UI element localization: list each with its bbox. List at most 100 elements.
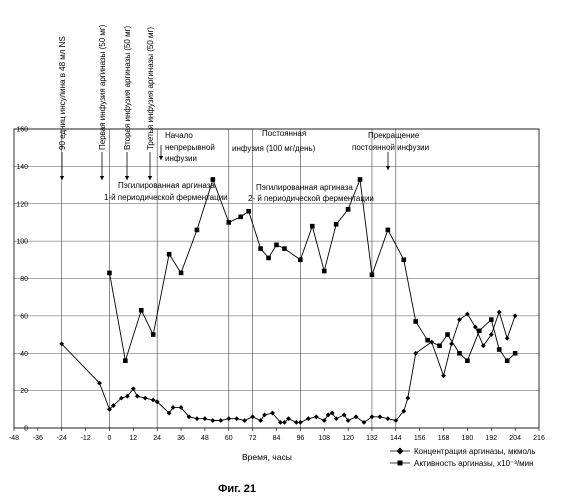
series-1-point-33 [505,358,510,363]
event-arrow-0-head [60,176,64,180]
series-1-point-27 [445,332,450,337]
series-1-point-22 [386,228,391,233]
series-0-point-9 [151,398,156,403]
event-label-0: 90 едниц инсулина в 48 мл NS [58,36,67,150]
series-0-point-22 [250,414,255,419]
y-tick-100: 100 [16,239,28,246]
event-arrow-1-head [100,176,104,180]
series-0-point-17 [210,418,215,423]
series-0-point-56 [497,310,502,315]
series-1-point-31 [489,317,494,322]
series-1-point-13 [274,243,279,248]
x-tick-168: 168 [438,435,450,442]
x-tick-48: 48 [201,435,209,442]
series-1-point-26 [437,343,442,348]
annotation-start-continuous-3: инфузии [165,154,197,163]
series-1-point-3 [151,332,156,337]
x-tick-180: 180 [462,435,474,442]
x-tick--36: -36 [33,435,43,442]
series-1-point-2 [139,308,144,313]
series-0-point-20 [234,416,239,421]
x-tick-96: 96 [296,435,304,442]
event-label-3: Третья инфузия аргиназы (50 мг) [146,27,155,150]
event-arrow-3-head [148,176,152,180]
y-tick-20: 20 [20,388,28,395]
x-tick--48: -48 [9,435,19,442]
series-1-point-15 [298,258,303,263]
annotation-stop-infusion-1: Прекращение [368,131,420,140]
series-1-point-19 [346,207,351,212]
annotation-start-continuous-2: непрерывной [165,143,215,152]
series-0-point-49 [441,373,446,378]
series-1-point-20 [358,177,363,182]
figure-caption: Фиг. 21 [218,483,256,495]
arrow-start-continuous-head [159,156,163,160]
series-0-point-57 [505,336,510,341]
y-tick-labels: 020406080100120140160 [16,127,28,433]
x-tick-120: 120 [342,435,354,442]
x-tick-216: 216 [533,435,545,442]
event-arrow-2-head [125,176,129,180]
annotation-stop-infusion-2: постоянной инфузии [352,143,429,152]
event-label-1: Первая инфузия аргиназы (50 мг) [98,24,107,150]
series-1-point-28 [457,351,462,356]
annotation-constant-infusion-1: Постоянная [262,129,306,138]
event-label-2: Вторая инфузия аргиназы (50 мг) [123,25,132,150]
series-1-point-23 [401,258,406,263]
event-annotations: 90 едниц инсулина в 48 мл NS Первая инфуз… [58,24,390,180]
series-0-point-16 [203,416,208,421]
y-tick-0: 0 [24,426,28,433]
y-tick-80: 80 [20,276,28,283]
x-tick-36: 36 [177,435,185,442]
x-tick-108: 108 [318,435,330,442]
y-tick-160: 160 [16,127,28,134]
series-group [59,177,517,425]
annotation-peg-batch1-1: Пэгилированная аргиназа [118,181,215,190]
legend-label-activity: Активность аргиназы, x10⁻³/мин [414,459,534,468]
series-0-point-42 [378,414,383,419]
series-1-point-18 [334,222,339,227]
arrow-stop-infusion-head [386,166,390,170]
legend-marker-square [398,461,403,466]
x-tick-132: 132 [366,435,378,442]
x-tick-24: 24 [153,435,161,442]
series-1-point-4 [167,252,172,257]
x-tick-84: 84 [273,435,281,442]
series-1-point-17 [322,269,327,274]
gridlines [14,129,539,428]
x-tick-204: 204 [509,435,521,442]
x-axis-label: Время, часы [242,452,292,462]
y-tick-40: 40 [20,351,28,358]
series-1-point-14 [282,246,287,251]
series-1-point-11 [258,246,263,251]
series-0-point-58 [513,313,518,318]
series-0-point-32 [314,414,319,419]
annotation-peg-batch2-1: Пэгилированная аргиназа [256,183,353,192]
annotation-start-continuous-1: Начало [165,131,193,140]
series-1-point-5 [179,271,184,276]
series-0-point-21 [242,418,247,423]
series-0-point-30 [298,420,303,425]
series-1-point-8 [226,220,231,225]
series-line-1 [110,180,516,361]
annotation-constant-infusion-2: инфузия (100 мг/день) [232,144,316,153]
annotation-peg-batch1-2: 1-й периодической ферментации [104,193,228,202]
series-0-point-8 [143,396,148,401]
series-0-point-43 [385,416,390,421]
x-tick-144: 144 [390,435,402,442]
series-0-point-19 [226,416,231,421]
series-1-point-30 [477,329,482,334]
legend-marker-diamond [396,447,403,454]
series-1-point-32 [497,347,502,352]
legend-label-concentration: Концентрация аргиназы, мкмоль [414,447,536,456]
series-1-point-29 [465,358,470,363]
x-tick-72: 72 [249,435,257,442]
x-tick-192: 192 [485,435,497,442]
series-1-point-34 [513,351,518,356]
x-tick-60: 60 [225,435,233,442]
legend: Концентрация аргиназы, мкмоль Активность… [390,447,536,468]
series-1-point-9 [238,215,243,220]
series-1-point-24 [413,319,418,324]
annotation-peg-batch2-2: 2- й периодической ферментации [248,194,374,203]
y-tick-60: 60 [20,313,28,320]
